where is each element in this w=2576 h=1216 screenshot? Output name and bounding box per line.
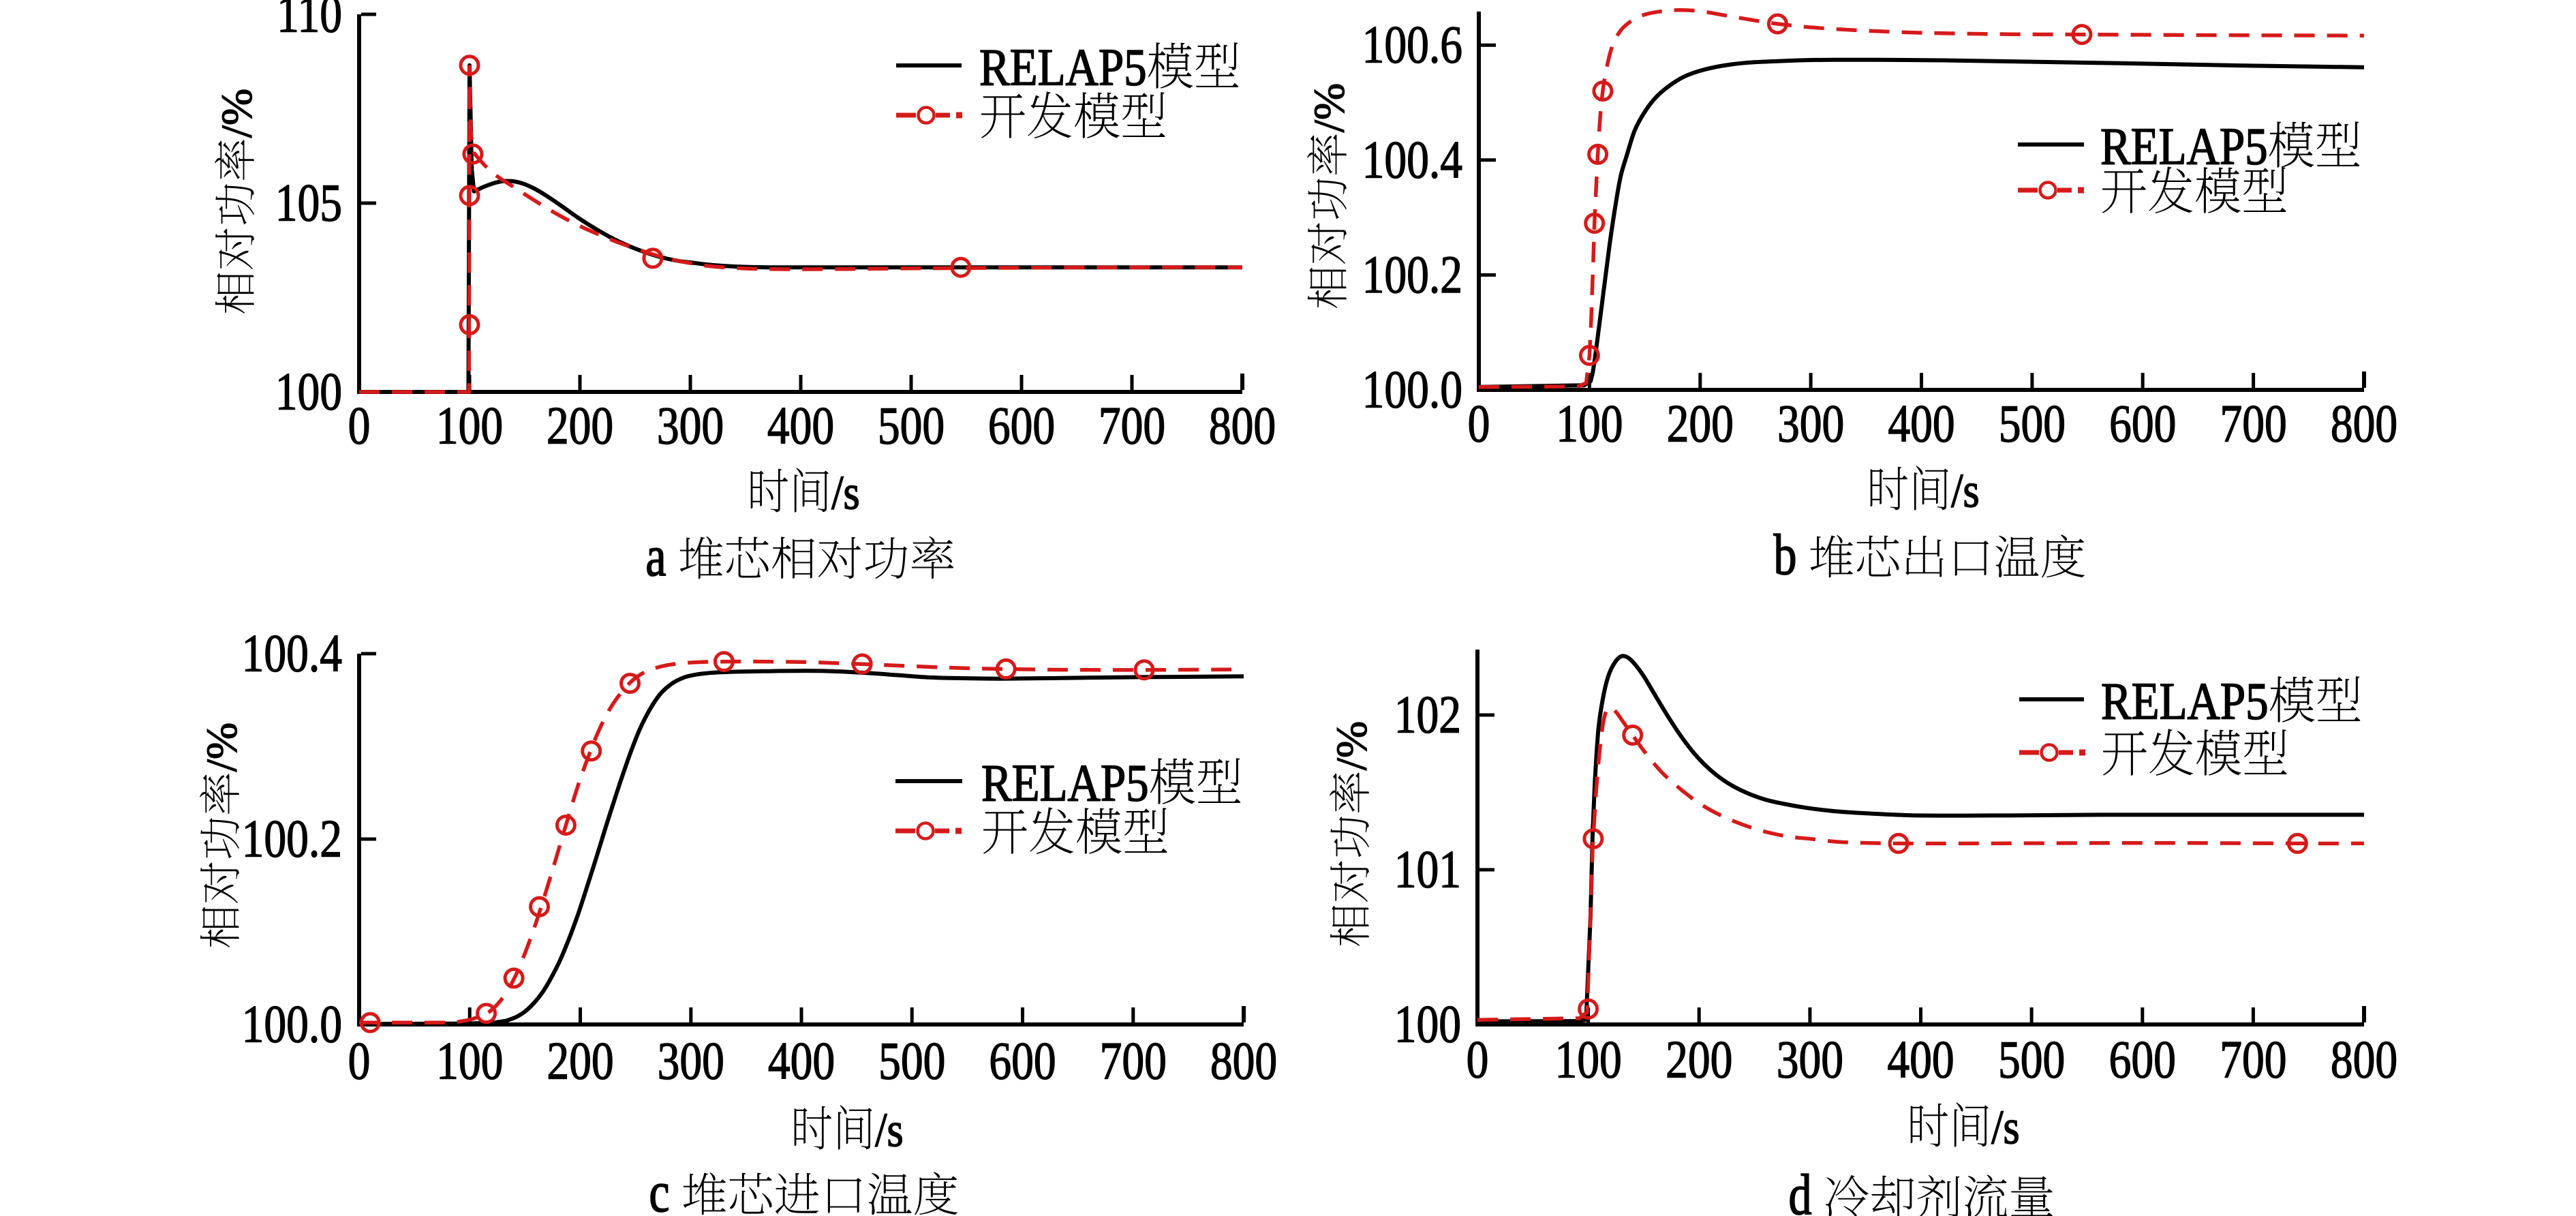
svg-text:0: 0 bbox=[1467, 1030, 1489, 1089]
svg-text:200: 200 bbox=[1667, 394, 1734, 453]
svg-text:100.4: 100.4 bbox=[242, 624, 342, 683]
svg-text:800: 800 bbox=[2331, 1030, 2397, 1089]
svg-text:100: 100 bbox=[275, 362, 342, 421]
svg-text:400: 400 bbox=[768, 1031, 835, 1091]
svg-text:200: 200 bbox=[547, 396, 613, 455]
svg-text:100.0: 100.0 bbox=[1362, 360, 1462, 419]
svg-text:0: 0 bbox=[1468, 394, 1490, 453]
svg-text:700: 700 bbox=[1100, 1031, 1167, 1091]
svg-text:600: 600 bbox=[989, 1031, 1056, 1091]
svg-text:101: 101 bbox=[1394, 840, 1461, 899]
svg-text:/%: /% bbox=[198, 723, 245, 772]
svg-text:d: d bbox=[1789, 1162, 1812, 1216]
svg-text:400: 400 bbox=[1887, 1030, 1954, 1089]
svg-text:105: 105 bbox=[275, 173, 342, 232]
svg-text:100: 100 bbox=[1394, 994, 1461, 1054]
svg-text:500: 500 bbox=[878, 396, 945, 455]
svg-text:/s: /s bbox=[875, 1103, 903, 1157]
svg-text:800: 800 bbox=[1209, 396, 1276, 455]
svg-text:700: 700 bbox=[2220, 1030, 2286, 1089]
svg-text:100.2: 100.2 bbox=[1362, 245, 1462, 305]
svg-text:RELAP5: RELAP5 bbox=[2100, 117, 2268, 175]
svg-text:600: 600 bbox=[988, 396, 1055, 455]
svg-text:200: 200 bbox=[1666, 1030, 1732, 1089]
svg-text:100: 100 bbox=[1554, 1030, 1621, 1089]
svg-text:500: 500 bbox=[878, 1031, 945, 1091]
svg-text:100: 100 bbox=[436, 396, 503, 455]
svg-text:700: 700 bbox=[2220, 394, 2286, 453]
svg-text:800: 800 bbox=[2331, 394, 2397, 453]
svg-text:100.4: 100.4 bbox=[1362, 130, 1462, 189]
svg-text:RELAP5: RELAP5 bbox=[2101, 672, 2269, 730]
svg-text:100: 100 bbox=[436, 1031, 503, 1091]
svg-text:b: b bbox=[1774, 522, 1797, 587]
svg-text:/s: /s bbox=[831, 466, 859, 519]
svg-text:/%: /% bbox=[213, 89, 260, 138]
svg-text:500: 500 bbox=[1998, 1030, 2065, 1089]
svg-text:/%: /% bbox=[1305, 83, 1353, 132]
svg-text:100.6: 100.6 bbox=[1362, 15, 1462, 74]
svg-text:400: 400 bbox=[767, 396, 834, 455]
svg-text:110: 110 bbox=[277, 0, 342, 44]
svg-text:c: c bbox=[649, 1159, 669, 1216]
svg-text:200: 200 bbox=[547, 1031, 613, 1091]
svg-text:300: 300 bbox=[1777, 394, 1844, 453]
svg-text:700: 700 bbox=[1099, 396, 1165, 455]
svg-text:600: 600 bbox=[2109, 1030, 2176, 1089]
svg-text:500: 500 bbox=[1999, 394, 2066, 453]
svg-text:0: 0 bbox=[348, 396, 371, 455]
svg-text:RELAP5: RELAP5 bbox=[979, 38, 1147, 96]
svg-text:/s: /s bbox=[1951, 463, 1979, 517]
svg-text:a: a bbox=[645, 523, 666, 588]
svg-text:RELAP5: RELAP5 bbox=[981, 754, 1149, 812]
svg-text:300: 300 bbox=[658, 1031, 724, 1091]
svg-text:400: 400 bbox=[1888, 394, 1954, 453]
svg-text:300: 300 bbox=[1777, 1030, 1843, 1089]
svg-text:300: 300 bbox=[657, 396, 724, 455]
svg-text:102: 102 bbox=[1394, 685, 1461, 744]
svg-text:/s: /s bbox=[1991, 1100, 2019, 1154]
svg-text:600: 600 bbox=[2109, 394, 2176, 453]
svg-text:100.0: 100.0 bbox=[242, 994, 342, 1054]
svg-text:100: 100 bbox=[1556, 394, 1623, 453]
svg-text:0: 0 bbox=[348, 1031, 371, 1091]
svg-text:/%: /% bbox=[1328, 721, 1375, 770]
svg-text:800: 800 bbox=[1210, 1031, 1277, 1091]
svg-text:100.2: 100.2 bbox=[242, 809, 342, 868]
